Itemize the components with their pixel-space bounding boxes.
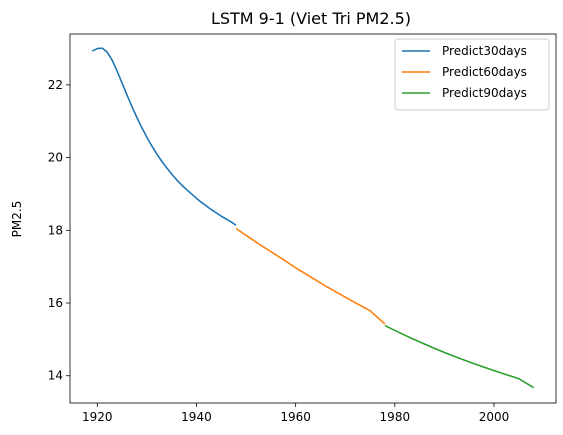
legend-box [394,38,550,111]
y-axis-label: PM2.5 [10,201,24,238]
legend: Predict30days Predict60days Predict90days [394,38,550,111]
legend-label: Predict60days [442,65,527,79]
x-tick-label: 1980 [380,410,411,424]
y-tick-label: 14 [48,369,63,383]
y-tick-label: 22 [48,78,63,92]
series-line-predict90days [384,324,535,389]
x-tick-label: 1960 [280,410,311,424]
y-tick-label: 18 [48,223,63,237]
plot-area: 1920 1940 1960 1980 2000 14 16 18 20 22 [48,33,557,424]
legend-label: Predict90days [442,86,527,100]
y-tick-label: 20 [48,151,63,165]
y-tick-label: 16 [48,296,63,310]
chart-title: LSTM 9-1 (Viet Tri PM2.5) [211,9,411,28]
axes-frame [69,33,557,404]
legend-label: Predict30days [442,44,527,58]
series-line-predict60days [235,227,386,325]
x-tick-label: 1920 [82,410,113,424]
series-line-predict30days [91,47,237,226]
x-tick-label: 1940 [181,410,212,424]
x-tick-label: 2000 [479,410,510,424]
